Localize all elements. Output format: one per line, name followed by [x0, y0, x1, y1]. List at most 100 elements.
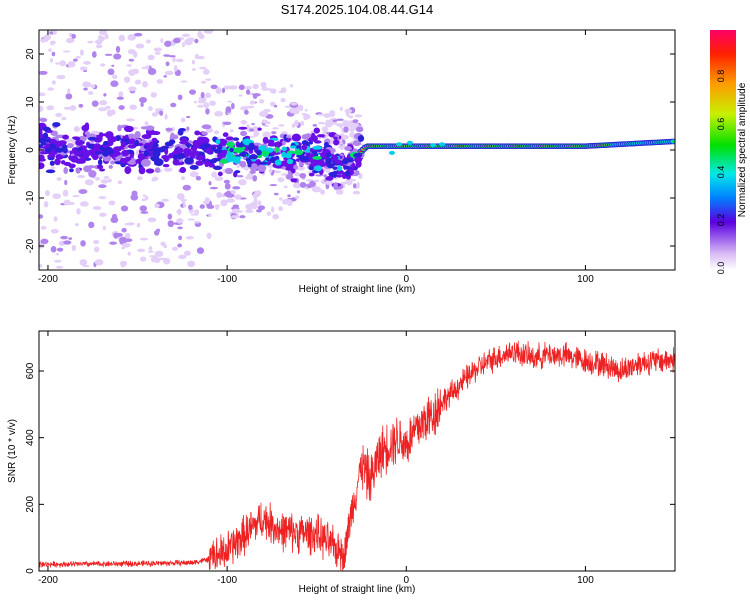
spectrogram-x-tick-label: -200: [38, 274, 58, 285]
spectrogram-cell: [96, 44, 103, 49]
spectrogram-cell: [186, 37, 195, 42]
spectrogram-cell: [212, 148, 220, 152]
spectrogram-cell: [344, 170, 351, 177]
spectrogram-cell: [128, 58, 135, 62]
spectrogram-cell: [115, 232, 124, 237]
spectrogram-cell: [131, 190, 138, 197]
spectrogram-cell: [120, 141, 127, 148]
spectrogram-cell: [40, 225, 47, 230]
spectrogram-cell: [43, 201, 49, 208]
spectrogram-cell: [103, 175, 110, 179]
snr-x-axis-label: Height of straight line (km): [299, 584, 416, 595]
spectrogram-cell: [294, 172, 300, 177]
spectrogram-cell: [234, 170, 241, 174]
spectrogram-cell: [100, 63, 106, 67]
spectrogram-cell: [140, 211, 149, 214]
spectrogram-cell: [139, 97, 147, 103]
spectrogram-cell: [208, 181, 212, 186]
spectrogram-cell: [252, 142, 262, 146]
spectrogram-cell: [60, 160, 66, 165]
spectrogram-cell: [204, 197, 211, 205]
snr-y-tick-label: 600: [25, 362, 36, 379]
spectrogram-cell: [160, 38, 164, 44]
spectrogram-cell: [39, 137, 46, 144]
spectrogram-cell: [98, 107, 107, 112]
snr-plot-area: [39, 331, 675, 571]
spectrogram-cell: [278, 206, 283, 212]
spectrogram-cell: [263, 108, 271, 113]
spectrogram-cell: [91, 153, 99, 161]
spectrogram-cell: [99, 30, 108, 36]
spectrogram-cell: [222, 132, 229, 138]
spectrogram-cell: [108, 164, 113, 169]
spectrogram-cell: [273, 192, 279, 196]
spectrogram-cell: [306, 184, 313, 189]
spectrogram-cell: [294, 195, 300, 199]
spectrogram-cell: [246, 158, 251, 166]
spectrogram-cell: [164, 141, 174, 147]
spectrogram-cell: [194, 130, 201, 136]
colorbar-label: Normalized spectral amplitude: [737, 82, 748, 217]
spectrogram-x-axis-label: Height of straight line (km): [299, 284, 416, 295]
spectrogram-cell: [191, 68, 196, 71]
spectrogram-cell: [339, 123, 343, 129]
spectrogram-cell: [245, 85, 252, 90]
spectrogram-cell: [134, 79, 142, 85]
spectrogram-cell: [39, 242, 45, 249]
spectrogram-cell: [266, 139, 275, 145]
spectrogram-cell: [217, 171, 223, 177]
spectrogram-cell: [317, 121, 326, 125]
spectrogram-cell: [156, 228, 161, 233]
spectrogram-cell: [312, 145, 323, 150]
spectrogram-cell: [63, 240, 72, 245]
spectrogram-cell: [154, 250, 164, 257]
spectrogram-cell: [280, 98, 286, 103]
spectrogram-cell: [396, 142, 403, 147]
spectrogram-cell: [76, 208, 81, 215]
spectrogram-y-tick-label: -10: [25, 190, 36, 205]
spectrogram-cell: [240, 130, 248, 137]
spectrogram-cell: [332, 170, 338, 178]
spectrogram-cell: [136, 222, 141, 228]
spectrogram-cell: [62, 189, 69, 197]
spectrogram-cell: [93, 143, 101, 148]
spectrogram-cell: [52, 122, 61, 127]
spectrogram-cell: [98, 196, 107, 200]
spectrogram-cell: [185, 236, 194, 240]
spectrogram-cell: [39, 264, 43, 268]
spectrogram-cell: [176, 218, 184, 224]
spectrogram-cell: [290, 168, 296, 174]
spectrogram-cell: [154, 161, 161, 166]
spectrogram-cell: [357, 134, 365, 142]
spectrogram-cells: [39, 30, 675, 269]
spectrogram-cell: [115, 45, 121, 53]
spectrogram-cell: [63, 161, 72, 166]
spectrogram-cell: [263, 124, 269, 127]
spectrogram-cell: [191, 150, 200, 156]
spectrogram-cell: [128, 86, 137, 92]
spectrogram-cell: [65, 93, 73, 100]
spectrogram-cell: [123, 125, 134, 133]
spectrogram-cell: [94, 176, 101, 181]
spectrogram-cell: [333, 182, 339, 190]
spectrogram-cell: [163, 167, 173, 172]
figure-title: S174.2025.104.08.44.G14: [281, 2, 434, 17]
spectrogram-cell: [60, 235, 68, 240]
spectrogram-cell: [256, 209, 262, 213]
spectrogram-cell: [314, 140, 322, 144]
spectrogram-cell: [225, 106, 232, 113]
spectrogram-cell: [104, 53, 113, 56]
spectrogram-cell: [229, 129, 234, 133]
colorbar: 0.0 0.2 0.4 0.6 0.8 Normalized spectral ampl…: [710, 30, 748, 274]
spectrogram-cell: [333, 139, 340, 146]
spectrogram-cell: [193, 100, 197, 104]
spectrogram-cell: [294, 119, 299, 127]
spectrogram-cell: [209, 186, 219, 190]
spectrogram-cell: [200, 91, 205, 99]
spectrogram-cell: [194, 209, 200, 216]
spectrogram-cell: [156, 147, 166, 153]
spectrogram-cell: [270, 88, 277, 94]
spectrogram-cell: [127, 144, 137, 149]
spectrogram-cell: [75, 223, 79, 227]
